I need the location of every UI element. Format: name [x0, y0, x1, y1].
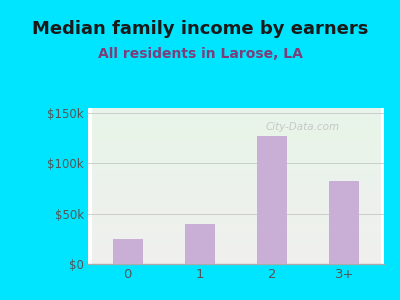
- Text: Median family income by earners: Median family income by earners: [32, 20, 368, 38]
- Bar: [329, 182, 360, 264]
- Text: City-Data.com: City-Data.com: [266, 122, 340, 132]
- Bar: [112, 239, 143, 264]
- Bar: [257, 136, 287, 264]
- Text: All residents in Larose, LA: All residents in Larose, LA: [98, 46, 302, 61]
- Bar: [185, 224, 215, 264]
